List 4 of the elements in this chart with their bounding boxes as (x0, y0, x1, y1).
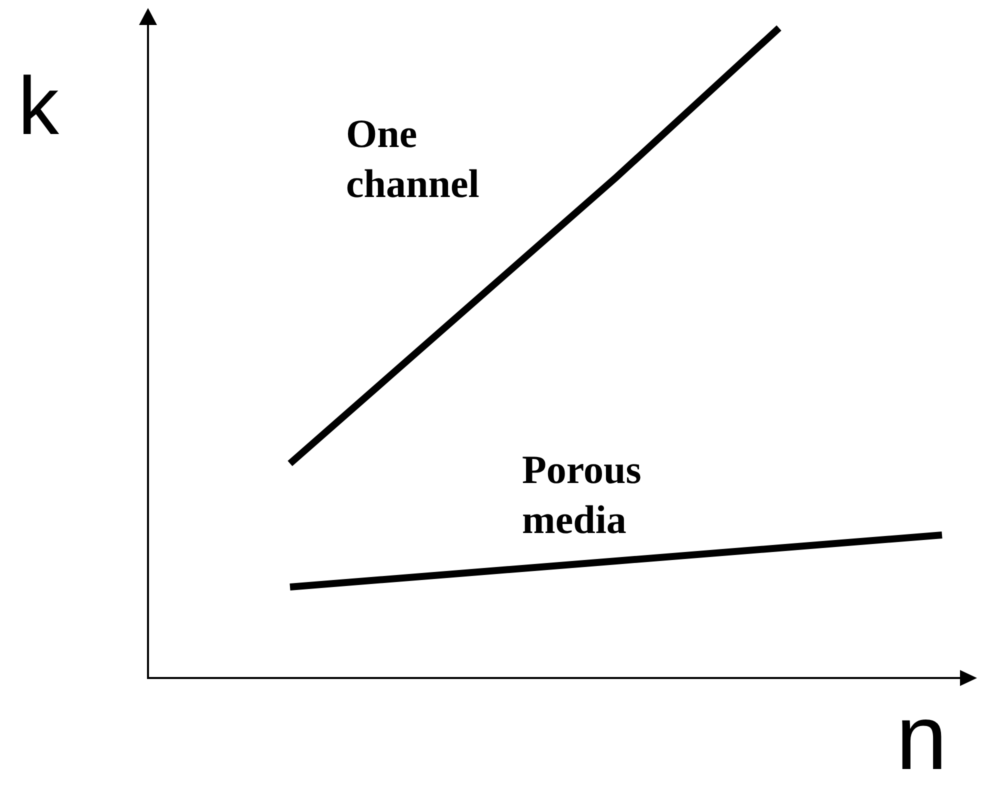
series-label: One channel (346, 111, 480, 206)
series-label: Porous media (522, 447, 642, 542)
x-axis-title: n (896, 687, 948, 786)
y-axis-title: k (18, 61, 59, 152)
